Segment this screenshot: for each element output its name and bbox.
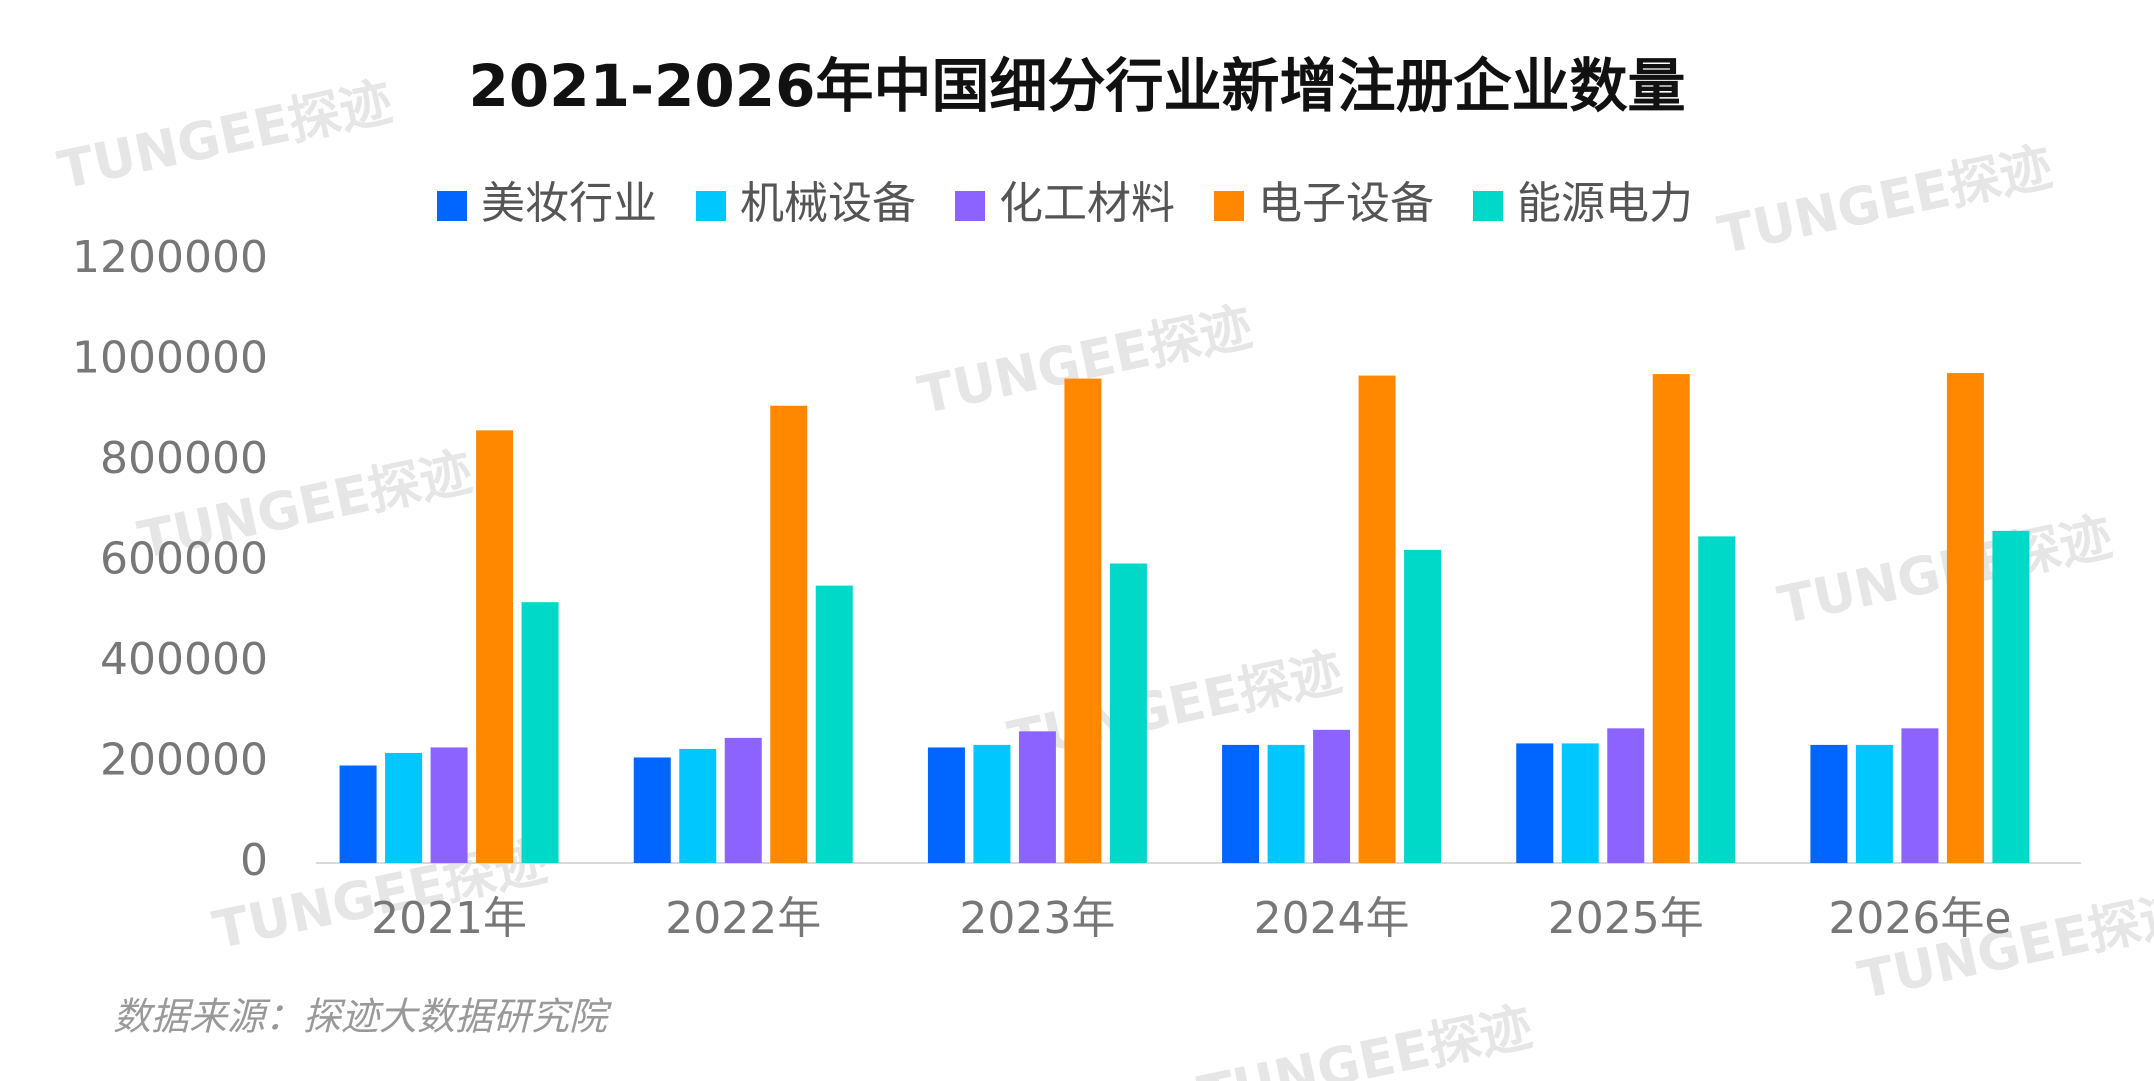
bar xyxy=(927,747,965,863)
bar xyxy=(1652,374,1690,863)
bar xyxy=(679,748,717,863)
legend-swatch xyxy=(1214,191,1244,221)
bar xyxy=(1855,744,1893,863)
bar xyxy=(1358,375,1396,863)
x-tick-label: 2026年e xyxy=(1828,893,2011,944)
y-tick-label: 800000 xyxy=(100,433,268,484)
bar xyxy=(633,757,671,863)
x-tick-label: 2021年 xyxy=(371,893,527,944)
y-tick-label: 400000 xyxy=(100,634,268,685)
x-tick-label: 2023年 xyxy=(959,893,1115,944)
legend-label: 能源电力 xyxy=(1517,178,1693,229)
bar xyxy=(1222,744,1260,863)
x-tick-label: 2024年 xyxy=(1254,893,1410,944)
legend-swatch xyxy=(955,191,985,221)
legend-label: 化工材料 xyxy=(999,178,1175,229)
bar xyxy=(973,744,1011,863)
bar xyxy=(1901,728,1939,863)
bar xyxy=(724,737,762,863)
y-tick-label: 0 xyxy=(240,835,268,886)
bar xyxy=(1267,744,1305,863)
legend-swatch xyxy=(1473,191,1503,221)
bar xyxy=(339,765,377,863)
legend-label: 机械设备 xyxy=(740,178,916,229)
y-tick-label: 200000 xyxy=(100,735,268,786)
bar xyxy=(385,752,423,863)
x-tick-label: 2025年 xyxy=(1548,893,1704,944)
bar xyxy=(1561,743,1599,863)
legend-label: 电子设备 xyxy=(1258,178,1434,229)
bar xyxy=(1516,743,1554,863)
bar xyxy=(815,585,853,863)
legend-label: 美妆行业 xyxy=(481,178,657,229)
bar xyxy=(770,405,808,863)
bar xyxy=(1698,536,1736,863)
x-tick-label: 2022年 xyxy=(665,893,821,944)
legend-swatch xyxy=(437,191,467,221)
y-tick-label: 600000 xyxy=(100,534,268,585)
bar xyxy=(521,602,559,863)
y-tick-label: 1000000 xyxy=(72,333,268,384)
bar xyxy=(1404,549,1442,863)
legend-swatch xyxy=(696,191,726,221)
y-tick-label: 1200000 xyxy=(72,232,268,283)
chart-title: 2021-2026年中国细分行业新增注册企业数量 xyxy=(469,52,1686,120)
bar xyxy=(1018,731,1056,863)
bar xyxy=(1946,373,1984,863)
bar xyxy=(1064,378,1102,863)
bar xyxy=(1109,563,1147,863)
bar xyxy=(476,430,514,863)
bar xyxy=(430,747,468,863)
bar xyxy=(1810,744,1848,863)
source-note: 数据来源：探迹大数据研究院 xyxy=(113,995,612,1039)
bar xyxy=(1607,728,1645,863)
bar xyxy=(1313,729,1351,863)
bar xyxy=(1992,530,2030,863)
